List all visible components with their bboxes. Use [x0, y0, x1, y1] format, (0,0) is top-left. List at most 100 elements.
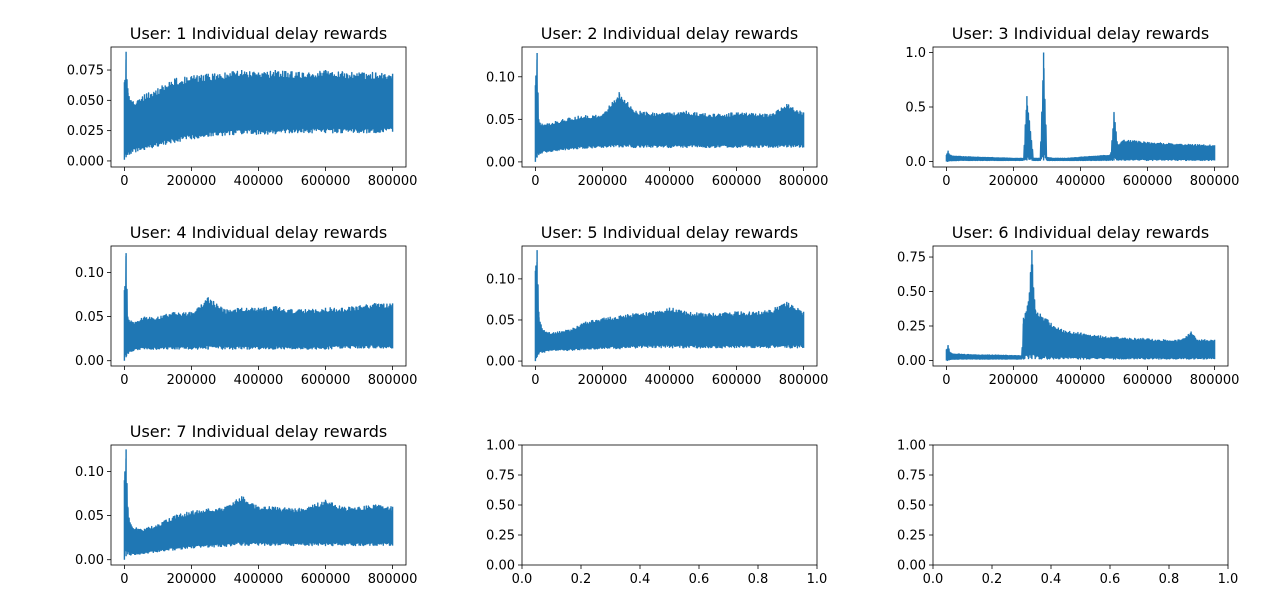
x-tick-label: 0.2: [571, 572, 592, 587]
y-tick-label: 0.25: [897, 320, 926, 335]
x-tick-label: 800000: [779, 373, 829, 388]
subplot-1: 0 200000 400000 600000 800000 0.000 0.025 0.050…: [67, 24, 418, 189]
y-tick-label: 0.00: [486, 559, 515, 574]
x-tick-label: 600000: [301, 373, 351, 388]
x-tick-label: 400000: [234, 373, 284, 388]
x-tick-label: 1.0: [807, 572, 828, 587]
axes-frame: [932, 444, 1229, 566]
x-tick-label: 0.8: [748, 572, 769, 587]
y-tick-label: 0.05: [75, 310, 104, 325]
x-tick-label: 200000: [989, 174, 1039, 189]
y-tick-label: 0.50: [486, 499, 515, 514]
subplot-title: User: 1 Individual delay rewards: [130, 24, 388, 43]
x-tick-label: 400000: [1056, 373, 1106, 388]
x-tick-label: 0.0: [512, 572, 533, 587]
x-tick-label: 0.4: [630, 572, 651, 587]
x-tick-label: 200000: [167, 174, 217, 189]
subplot-title: User: 2 Individual delay rewards: [541, 24, 799, 43]
x-tick-label: 400000: [234, 174, 284, 189]
x-tick-label: 0: [531, 174, 539, 189]
x-tick-label: 0.8: [1159, 572, 1180, 587]
y-tick-label: 0.00: [897, 559, 926, 574]
y-tick-label: 0.0: [905, 155, 926, 170]
y-tick-label: 1.00: [486, 439, 515, 454]
x-tick-label: 0: [942, 174, 950, 189]
y-tick-label: 0.75: [897, 469, 926, 484]
axes-frame: [521, 46, 818, 168]
axes-frame: [521, 444, 818, 566]
x-tick-label: 800000: [1190, 373, 1240, 388]
data-series-line: [945, 250, 1216, 362]
x-tick-label: 800000: [779, 174, 829, 189]
x-tick-label: 0: [120, 572, 128, 587]
y-tick-label: 0.05: [75, 509, 104, 524]
y-tick-label: 0.05: [486, 113, 515, 128]
y-tick-label: 0.10: [486, 70, 515, 85]
y-tick-label: 0.025: [67, 124, 104, 139]
y-tick-label: 0.10: [486, 272, 515, 287]
x-tick-label: 800000: [368, 572, 418, 587]
y-tick-label: 0.075: [67, 64, 104, 79]
x-tick-label: 0: [120, 174, 128, 189]
data-series-line: [945, 52, 1216, 162]
subplot-7: 0 200000 400000 600000 800000 0.00 0.05 0.10 Use…: [75, 422, 417, 587]
y-tick-label: 0.25: [486, 529, 515, 544]
x-tick-label: 600000: [712, 174, 762, 189]
x-tick-label: 200000: [167, 373, 217, 388]
x-tick-label: 200000: [578, 174, 628, 189]
x-tick-label: 0.6: [689, 572, 710, 587]
data-series-line: [534, 250, 805, 362]
x-tick-label: 1.0: [1218, 572, 1239, 587]
x-tick-label: 200000: [578, 373, 628, 388]
x-tick-label: 400000: [1056, 174, 1106, 189]
x-tick-label: 0.4: [1041, 572, 1062, 587]
y-tick-label: 0.00: [75, 553, 104, 568]
x-tick-label: 800000: [368, 174, 418, 189]
subplot-title: User: 5 Individual delay rewards: [541, 223, 799, 242]
x-tick-label: 600000: [301, 174, 351, 189]
y-tick-label: 0.050: [67, 94, 104, 109]
y-tick-label: 0.00: [75, 354, 104, 369]
subplot-5: 0 200000 400000 600000 800000 0.00 0.05 0.10 Use…: [486, 223, 828, 388]
x-tick-label: 200000: [167, 572, 217, 587]
y-tick-label: 1.00: [897, 439, 926, 454]
subplot-4: 0 200000 400000 600000 800000 0.00 0.05 0.10 Use…: [75, 223, 417, 388]
subplot-title: User: 7 Individual delay rewards: [130, 422, 388, 441]
y-tick-label: 0.00: [897, 354, 926, 369]
x-tick-label: 400000: [645, 174, 695, 189]
y-tick-label: 0.05: [486, 313, 515, 328]
data-series-line: [123, 449, 394, 560]
x-tick-label: 600000: [712, 373, 762, 388]
data-series-line: [534, 53, 805, 162]
subplot-6: 0 200000 400000 600000 800000 0.00 0.25 0.50 0.7…: [897, 223, 1239, 388]
y-tick-label: 0.000: [67, 154, 104, 169]
x-tick-label: 800000: [1190, 174, 1240, 189]
x-tick-label: 400000: [645, 373, 695, 388]
y-tick-label: 1.0: [905, 46, 926, 61]
subplot-3: 0 200000 400000 600000 800000 0.0 0.5 1.0 User: …: [905, 24, 1239, 189]
subplot-title: User: 3 Individual delay rewards: [952, 24, 1210, 43]
y-tick-label: 0.10: [75, 266, 104, 281]
data-series-line: [123, 51, 394, 160]
y-tick-label: 0.75: [897, 251, 926, 266]
x-tick-label: 0.2: [982, 572, 1003, 587]
y-tick-label: 0.25: [897, 529, 926, 544]
x-tick-label: 200000: [989, 373, 1039, 388]
y-tick-label: 0.10: [75, 465, 104, 480]
x-tick-label: 600000: [301, 572, 351, 587]
y-tick-label: 0.75: [486, 469, 515, 484]
y-tick-label: 0.00: [486, 155, 515, 170]
subplot-8: 0.0 0.2 0.4 0.6 0.8 1.0 0.00 0.25 0.50 0.75 1.00: [486, 439, 827, 588]
x-tick-label: 400000: [234, 572, 284, 587]
x-tick-label: 800000: [368, 373, 418, 388]
subplot-2: 0 200000 400000 600000 800000 0.00 0.05 0.10 Use…: [486, 24, 828, 189]
x-tick-label: 0: [531, 373, 539, 388]
y-tick-label: 0.50: [897, 285, 926, 300]
y-tick-label: 0.50: [897, 499, 926, 514]
y-tick-label: 0.00: [486, 355, 515, 370]
x-tick-label: 600000: [1123, 174, 1173, 189]
x-tick-label: 0.0: [923, 572, 944, 587]
subplot-9: 0.0 0.2 0.4 0.6 0.8 1.0 0.00 0.25 0.50 0.75 1.00: [897, 439, 1238, 588]
x-tick-label: 600000: [1123, 373, 1173, 388]
